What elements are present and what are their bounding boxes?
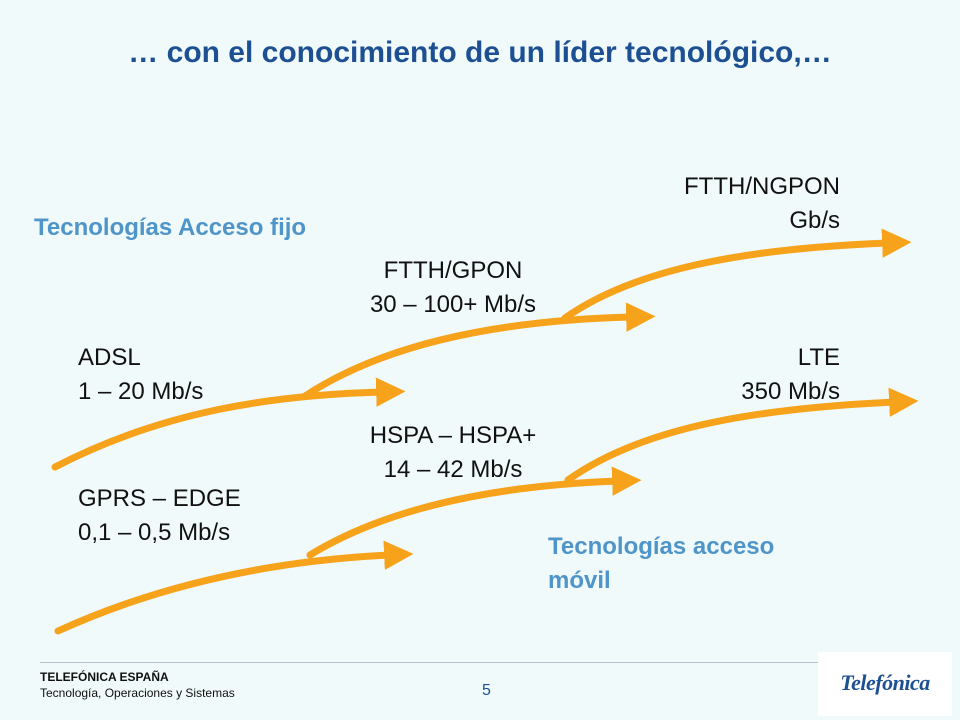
mobile-heading-line1: Tecnologías acceso <box>548 533 775 560</box>
logo-wordmark: Telefónica <box>840 670 930 695</box>
fixed-access-heading: Tecnologías Acceso fijo <box>34 214 307 241</box>
mobile-access-heading: Tecnologías acceso móvil <box>548 530 774 598</box>
lte-speed: 350 Mb/s <box>741 378 840 405</box>
ftth-ngpon-speed: Gb/s <box>789 207 840 234</box>
arrow-ftth-ngpon <box>561 228 912 322</box>
lte-name: LTE <box>797 344 840 371</box>
label-lte: LTE 350 Mb/s <box>600 341 840 409</box>
gprs-edge-speed: 0,1 – 0,5 Mb/s <box>78 519 231 546</box>
hspa-speed: 14 – 42 Mb/s <box>383 456 523 483</box>
adsl-name: ADSL <box>78 344 141 371</box>
label-adsl: ADSL 1 – 20 Mb/s <box>78 341 203 409</box>
arrow-hspa <box>306 466 642 559</box>
hspa-name: HSPA – HSPA+ <box>369 422 537 449</box>
ftth-ngpon-name: FTTH/NGPON <box>684 173 840 200</box>
arrow-gprs-edge <box>54 540 414 635</box>
label-ftth-gpon: FTTH/GPON 30 – 100+ Mb/s <box>340 254 566 322</box>
arrow-ftth-gpon <box>301 302 656 400</box>
ftth-gpon-speed: 30 – 100+ Mb/s <box>369 291 537 318</box>
label-gprs-edge: GPRS – EDGE 0,1 – 0,5 Mb/s <box>78 482 241 550</box>
footer-divider <box>40 662 920 663</box>
adsl-speed: 1 – 20 Mb/s <box>78 378 204 405</box>
arrow-adsl <box>51 377 406 471</box>
telefonica-logo: Telefónica <box>818 652 952 716</box>
gprs-edge-name: GPRS – EDGE <box>78 485 241 512</box>
page-number: 5 <box>482 682 491 699</box>
mobile-heading-line2: móvil <box>548 567 611 594</box>
ftth-gpon-name: FTTH/GPON <box>383 257 523 284</box>
arrow-lte <box>564 387 919 484</box>
label-hspa: HSPA – HSPA+ 14 – 42 Mb/s <box>340 419 566 487</box>
footer-company: TELEFÓNICA ESPAÑA <box>40 670 169 684</box>
footer-department: Tecnología, Operaciones y Sistemas <box>40 686 235 700</box>
label-ftth-ngpon: FTTH/NGPON Gb/s <box>600 170 840 238</box>
slide-title: … con el conocimiento de un líder tecnol… <box>128 36 832 69</box>
